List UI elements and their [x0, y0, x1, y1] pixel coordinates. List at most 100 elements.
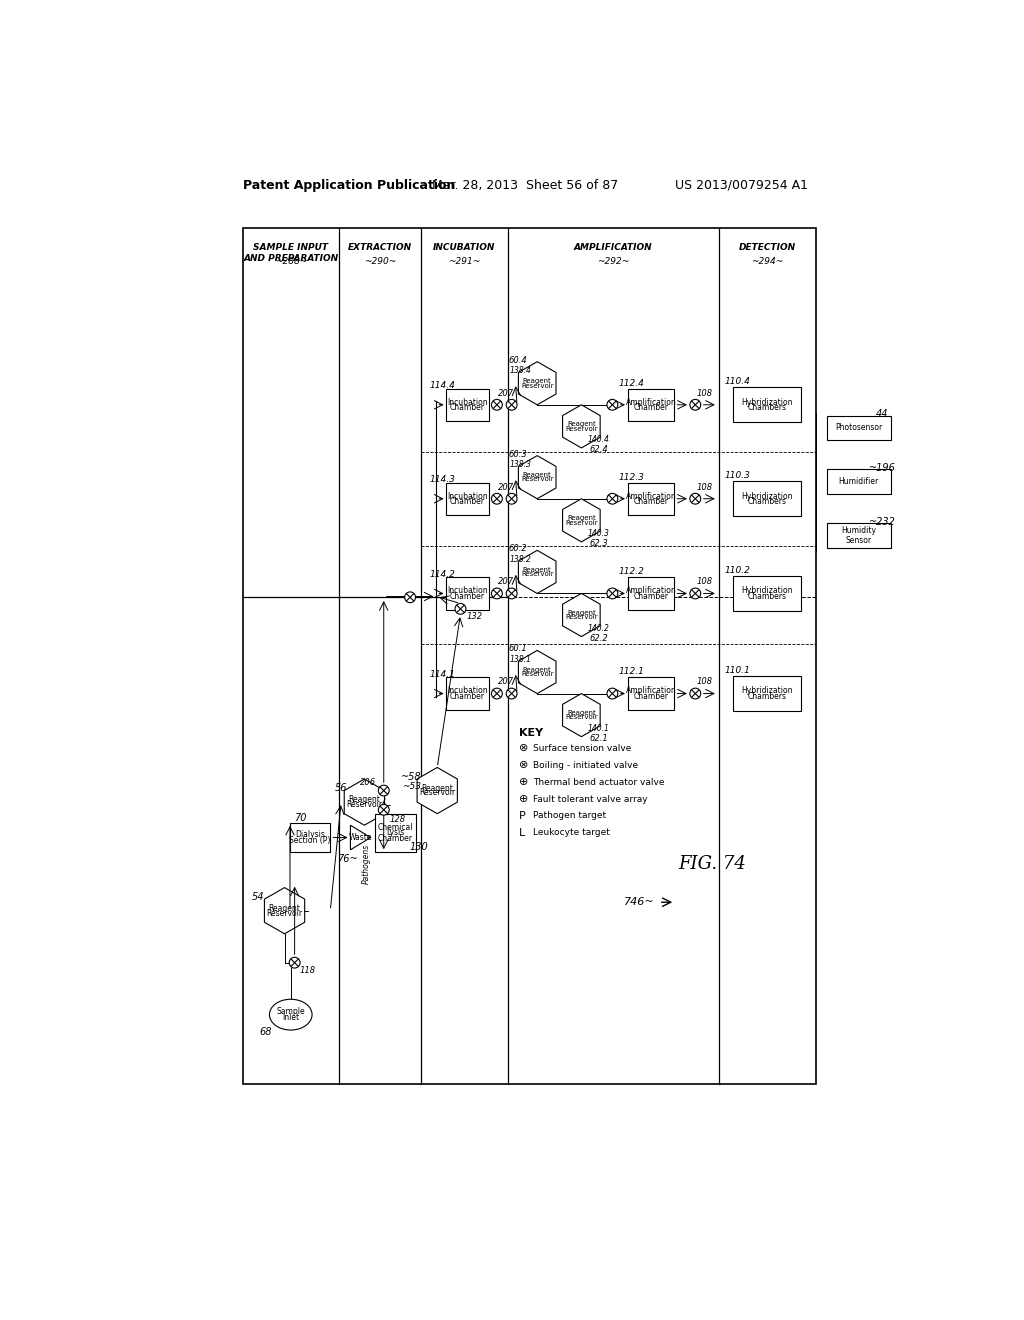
Text: 62.4: 62.4: [589, 445, 608, 454]
Circle shape: [607, 494, 617, 504]
Text: Reagent: Reagent: [421, 784, 454, 793]
Text: 60.1: 60.1: [509, 644, 527, 653]
Text: 108: 108: [696, 677, 713, 686]
Text: ~291~: ~291~: [449, 257, 480, 267]
Text: Surface tension valve: Surface tension valve: [534, 743, 632, 752]
Text: Chamber: Chamber: [450, 403, 485, 412]
Text: Reagent: Reagent: [567, 610, 596, 615]
Polygon shape: [350, 825, 371, 850]
Text: Reservoir: Reservoir: [521, 383, 554, 388]
Text: ~288~: ~288~: [274, 257, 307, 267]
Bar: [446, 483, 488, 515]
Text: Chamber: Chamber: [450, 692, 485, 701]
Text: ~58: ~58: [401, 772, 422, 781]
Circle shape: [506, 494, 517, 504]
Text: 114.2: 114.2: [430, 570, 456, 578]
Text: P: P: [519, 810, 526, 821]
Circle shape: [690, 400, 700, 411]
Text: 112.3: 112.3: [618, 473, 645, 482]
Text: ⊕: ⊕: [519, 795, 528, 804]
Text: Section (P): Section (P): [290, 836, 331, 845]
Text: 128: 128: [390, 814, 406, 824]
Text: Chamber: Chamber: [634, 591, 669, 601]
Text: Fault tolerant valve array: Fault tolerant valve array: [534, 795, 648, 804]
Polygon shape: [344, 779, 384, 825]
Bar: [446, 577, 488, 610]
Text: 138.3: 138.3: [509, 461, 531, 470]
Text: US 2013/0079254 A1: US 2013/0079254 A1: [676, 178, 809, 191]
Text: Reservoir: Reservoir: [521, 672, 554, 677]
Text: 68: 68: [260, 1027, 272, 1036]
Text: 60.2: 60.2: [509, 544, 527, 553]
Text: Amplification: Amplification: [626, 397, 677, 407]
Bar: [827, 470, 891, 494]
Text: 206: 206: [360, 779, 376, 787]
Bar: [733, 676, 802, 711]
Text: FIG. 74: FIG. 74: [678, 855, 746, 873]
Text: Humidity
Sensor: Humidity Sensor: [842, 525, 877, 545]
Circle shape: [455, 603, 466, 614]
Text: 207: 207: [498, 677, 514, 686]
Text: Incubation: Incubation: [447, 686, 487, 696]
Text: Reagent: Reagent: [567, 710, 596, 715]
Text: Chamber: Chamber: [634, 403, 669, 412]
Circle shape: [506, 688, 517, 700]
Bar: [628, 388, 675, 421]
Text: 138.1: 138.1: [509, 655, 531, 664]
Polygon shape: [264, 887, 305, 933]
Text: ⊗: ⊗: [519, 760, 528, 770]
Bar: [628, 577, 675, 610]
Text: AMPLIFICATION: AMPLIFICATION: [573, 243, 652, 252]
Text: Incubation: Incubation: [447, 586, 487, 595]
Bar: [827, 523, 891, 548]
Circle shape: [492, 400, 503, 411]
Text: Reservoir: Reservoir: [266, 908, 303, 917]
Circle shape: [289, 957, 300, 968]
Bar: [446, 388, 488, 421]
Text: Reagent: Reagent: [523, 667, 552, 673]
Text: 110.4: 110.4: [725, 378, 751, 387]
Text: 108: 108: [696, 577, 713, 586]
Text: 112.1: 112.1: [618, 668, 645, 676]
Text: Hybridization: Hybridization: [741, 491, 794, 500]
Text: Reservoir: Reservoir: [346, 800, 382, 809]
Text: Reagent: Reagent: [523, 566, 552, 573]
Bar: [446, 677, 488, 710]
Text: DETECTION: DETECTION: [738, 243, 796, 252]
Text: ~232: ~232: [868, 517, 896, 527]
Text: 140.4: 140.4: [588, 436, 609, 444]
Text: L: L: [519, 828, 525, 838]
Text: 44: 44: [876, 409, 889, 418]
Text: 132: 132: [466, 612, 482, 620]
Text: ~53: ~53: [402, 783, 421, 791]
Text: 138.2: 138.2: [509, 556, 531, 564]
Text: 118: 118: [300, 966, 315, 975]
Circle shape: [607, 688, 617, 700]
Text: ~292~: ~292~: [597, 257, 630, 267]
Circle shape: [690, 688, 700, 700]
Text: Sample: Sample: [276, 1007, 305, 1016]
Text: Hybridization: Hybridization: [741, 586, 794, 595]
Text: 207: 207: [498, 577, 514, 586]
Text: 138.4: 138.4: [509, 367, 531, 375]
Circle shape: [378, 804, 389, 816]
Polygon shape: [518, 455, 556, 499]
Text: 54: 54: [252, 892, 264, 902]
Text: SAMPLE INPUT
AND PREPARATION: SAMPLE INPUT AND PREPARATION: [243, 243, 338, 263]
Text: Chambers: Chambers: [748, 496, 786, 506]
Text: Chamber: Chamber: [634, 692, 669, 701]
Circle shape: [492, 589, 503, 599]
Text: 60.4: 60.4: [509, 355, 527, 364]
Text: Patent Application Publication: Patent Application Publication: [243, 178, 455, 191]
Text: Chemical: Chemical: [378, 824, 413, 832]
Bar: [827, 416, 891, 441]
Text: INCUBATION: INCUBATION: [433, 243, 496, 252]
Circle shape: [506, 400, 517, 411]
Text: 114.1: 114.1: [430, 669, 456, 678]
Text: Pathogens: Pathogens: [361, 843, 371, 884]
Text: Reservoir: Reservoir: [521, 572, 554, 577]
Text: Hybridization: Hybridization: [741, 686, 794, 696]
Text: Amplification: Amplification: [626, 586, 677, 595]
Text: ⊕: ⊕: [519, 777, 528, 787]
Circle shape: [492, 494, 503, 504]
